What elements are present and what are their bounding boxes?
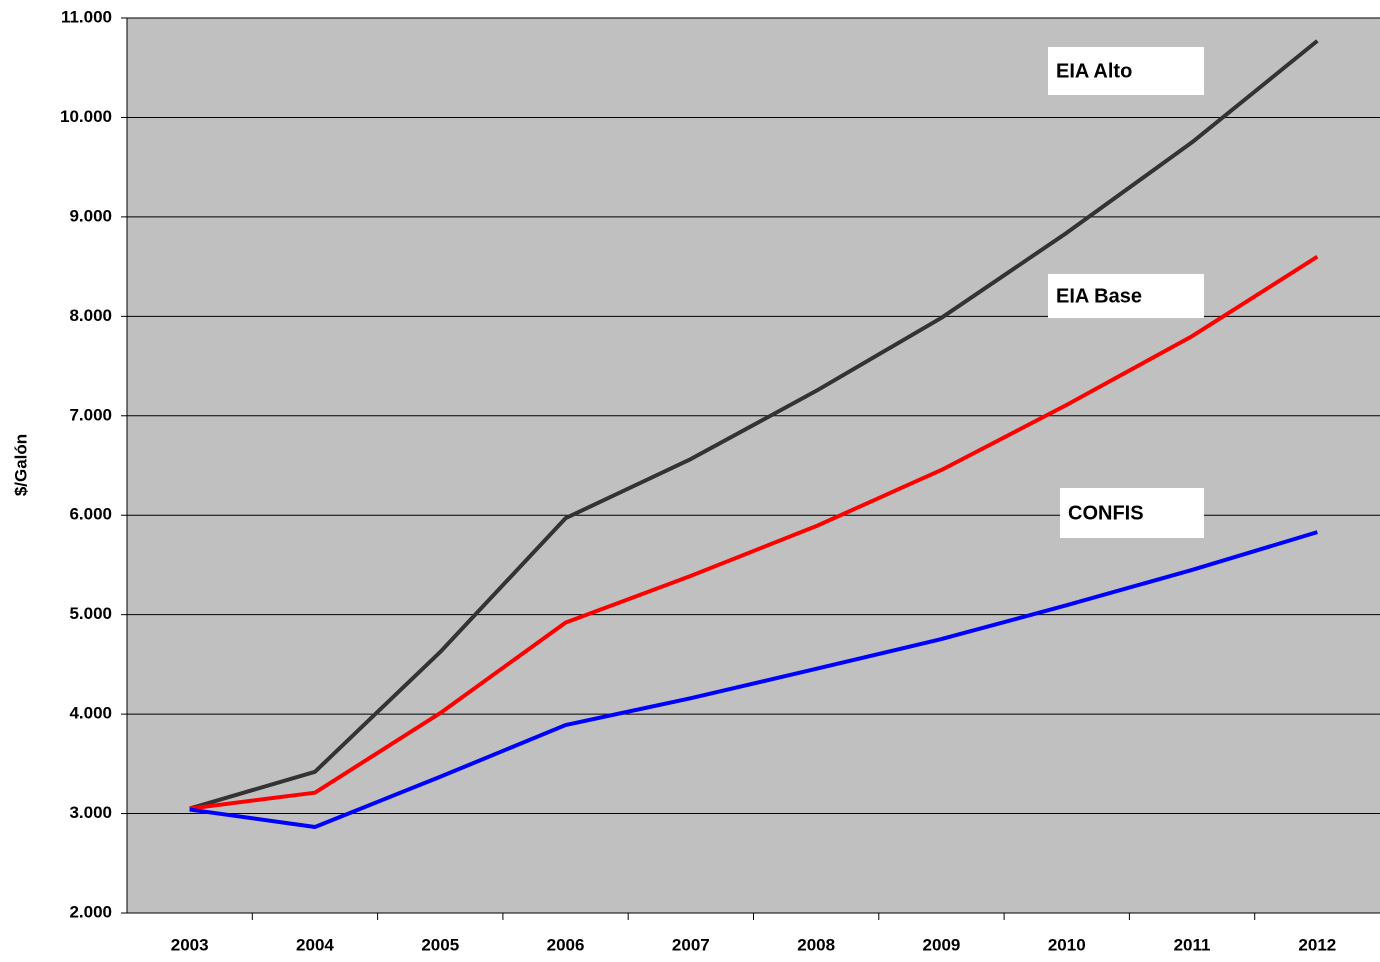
x-tick-label: 2010	[1048, 935, 1086, 954]
x-tick-label: 2007	[672, 935, 710, 954]
y-tick-label: 2.000	[69, 902, 112, 921]
x-tick-label: 2004	[296, 935, 334, 954]
series-line	[189, 530, 1318, 829]
series-line	[189, 254, 1319, 811]
y-tick-label: 11.000	[61, 7, 112, 26]
x-tick-label: 2003	[171, 935, 209, 954]
y-tick-label: 10.000	[60, 107, 112, 126]
y-tick-label: 9.000	[69, 206, 112, 225]
y-axis-label: $/Galón	[11, 434, 30, 496]
x-tick-label: 2011	[1174, 935, 1211, 954]
y-tick-label: 7.000	[69, 405, 112, 424]
series-label-box	[1048, 47, 1204, 95]
plot-area	[127, 18, 1380, 913]
x-tick-label: 2006	[547, 935, 585, 954]
series-label: EIA Base	[1056, 285, 1142, 307]
series-line	[189, 39, 1319, 811]
x-tick-label: 2012	[1298, 935, 1336, 954]
x-tick-label: 2005	[421, 935, 459, 954]
y-tick-label: 4.000	[69, 704, 112, 723]
series-label: EIA Alto	[1056, 60, 1132, 82]
x-tick-label: 2009	[923, 935, 961, 954]
y-tick-label: 8.000	[69, 306, 112, 325]
series-label-box	[1060, 488, 1204, 538]
x-tick-label: 2008	[797, 935, 835, 954]
y-tick-label: 6.000	[69, 505, 112, 524]
y-tick-label: 3.000	[69, 803, 112, 822]
series-label-box	[1048, 274, 1204, 318]
series-label: CONFIS	[1068, 502, 1144, 524]
y-tick-label: 5.000	[69, 604, 112, 623]
